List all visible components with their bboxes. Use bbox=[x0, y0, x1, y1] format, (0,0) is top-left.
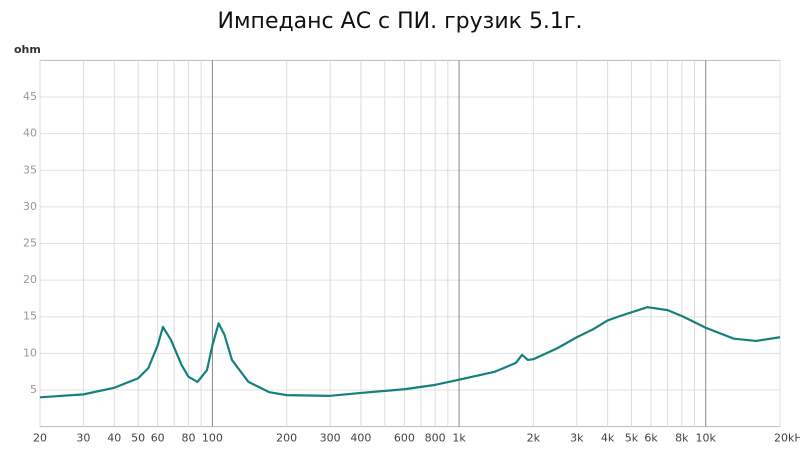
x-tick-label: 8k bbox=[675, 432, 689, 445]
x-tick-label: 60 bbox=[151, 432, 165, 445]
x-tick-label: 800 bbox=[425, 432, 446, 445]
y-tick-label: 40 bbox=[23, 127, 37, 140]
x-tick-label: 5k bbox=[625, 432, 639, 445]
x-tick-label: 200 bbox=[276, 432, 297, 445]
x-tick-label: 80 bbox=[182, 432, 196, 445]
x-tick-label: 50 bbox=[131, 432, 145, 445]
y-tick-label: 10 bbox=[23, 346, 37, 359]
y-tick-label: 30 bbox=[23, 200, 37, 213]
y-tick-label: 45 bbox=[23, 90, 37, 103]
x-tick-label: 300 bbox=[320, 432, 341, 445]
y-tick-label: 15 bbox=[23, 310, 37, 323]
x-tick-label: 30 bbox=[76, 432, 90, 445]
y-tick-label: 20 bbox=[23, 273, 37, 286]
x-tick-label: 2k bbox=[527, 432, 541, 445]
impedance-line bbox=[39, 306, 781, 399]
x-tick-label: 1k bbox=[452, 432, 466, 445]
y-tick-label: 35 bbox=[23, 163, 37, 176]
x-tick-label: 4k bbox=[601, 432, 615, 445]
x-tick-label: 3k bbox=[570, 432, 584, 445]
y-axis-label: ohm bbox=[14, 43, 41, 56]
x-tick-label: 20kHz bbox=[774, 432, 800, 445]
y-tick-label: 5 bbox=[30, 383, 37, 396]
x-tick-label: 40 bbox=[107, 432, 121, 445]
x-tick-label: 10k bbox=[696, 432, 717, 445]
x-tick-label: 6k bbox=[644, 432, 658, 445]
x-tick-label: 600 bbox=[394, 432, 415, 445]
chart-title: Импеданс АС с ПИ. грузик 5.1г. bbox=[218, 9, 583, 34]
x-tick-label: 20 bbox=[33, 432, 47, 445]
y-tick-label: 25 bbox=[23, 237, 37, 250]
x-tick-label: 100 bbox=[202, 432, 223, 445]
x-tick-label: 400 bbox=[350, 432, 371, 445]
